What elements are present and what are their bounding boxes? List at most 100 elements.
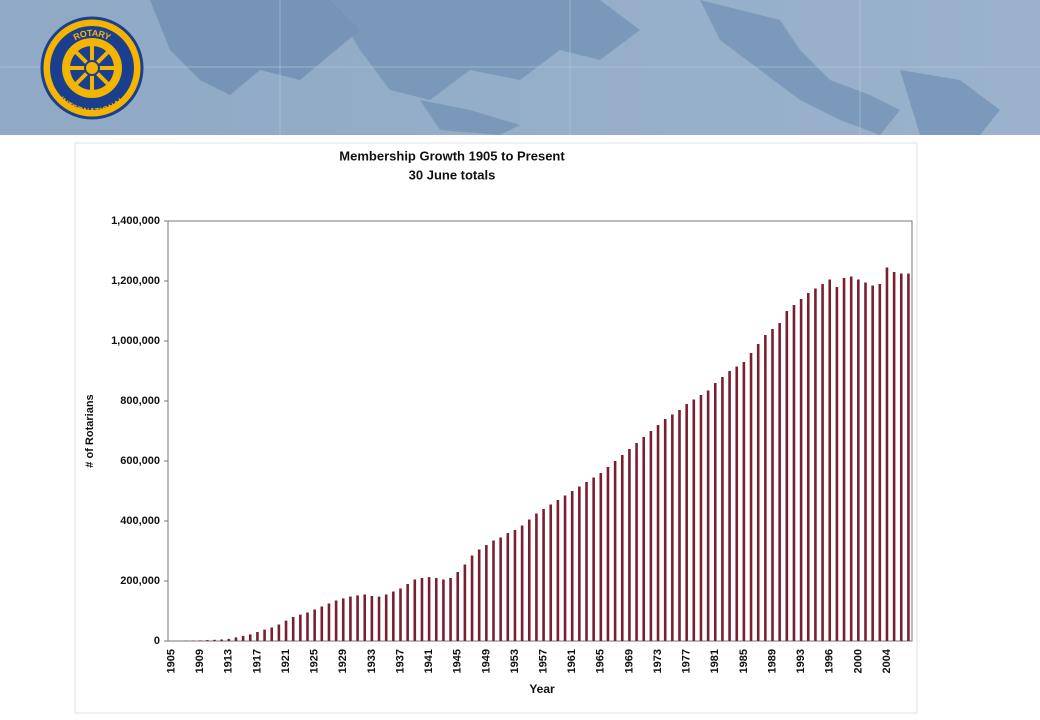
y-tick-label: 800,000 (120, 395, 160, 407)
bar (542, 509, 545, 641)
bar (728, 371, 731, 641)
bar (699, 395, 703, 641)
x-tick-label: 1913 (223, 649, 235, 673)
bar (341, 598, 345, 641)
bar (485, 545, 488, 641)
bar (828, 279, 832, 641)
bar (835, 287, 839, 641)
bar (907, 273, 910, 641)
bar (570, 491, 574, 641)
bar (849, 276, 853, 641)
bar (735, 366, 739, 641)
bar (492, 540, 495, 641)
bar (857, 279, 860, 641)
y-tick-label: 0 (154, 635, 160, 647)
x-tick-label: 2000 (852, 649, 864, 673)
bar (284, 620, 288, 641)
x-tick-label: 1996 (824, 649, 836, 673)
bar (198, 640, 202, 641)
x-tick-label: 1929 (337, 649, 349, 673)
x-tick-label: 1945 (452, 649, 464, 673)
bar (628, 449, 631, 641)
bar (671, 414, 674, 641)
bar (549, 504, 553, 641)
bar (756, 344, 760, 641)
bar (642, 437, 646, 641)
bar (306, 612, 309, 641)
bar (556, 500, 560, 641)
x-tick-label: 2004 (881, 648, 893, 673)
x-tick-label: 1993 (795, 649, 807, 673)
bar (227, 638, 231, 641)
bar (313, 609, 316, 641)
bar (885, 267, 889, 641)
bar (277, 624, 281, 641)
plot-area (167, 220, 913, 642)
bar (578, 486, 581, 641)
bar (535, 513, 538, 641)
x-tick-label: 1981 (709, 649, 721, 673)
chart-title: Membership Growth 1905 to Present (339, 148, 565, 163)
bar (477, 549, 481, 641)
bar (320, 606, 324, 641)
x-tick-label: 1921 (280, 649, 292, 673)
bar (635, 443, 638, 641)
y-tick-label: 600,000 (120, 455, 160, 467)
y-tick-label: 200,000 (120, 575, 160, 587)
bar (470, 555, 474, 641)
x-tick-label: 1953 (509, 649, 521, 673)
bar (606, 467, 610, 641)
x-tick-label: 1969 (623, 649, 635, 673)
bar (799, 299, 803, 641)
bar (456, 572, 460, 641)
bar (349, 596, 352, 641)
bar (463, 564, 467, 641)
bar (270, 627, 274, 641)
x-tick-label: 1985 (738, 649, 750, 673)
x-tick-label: 1933 (366, 649, 378, 673)
bar (678, 410, 681, 641)
bar (299, 614, 302, 641)
logo-top-text: ROTARY (72, 28, 112, 43)
bar (613, 461, 617, 641)
bar (821, 284, 824, 641)
x-tick-label: 1917 (251, 649, 263, 673)
bar (256, 632, 259, 641)
bar (334, 600, 338, 641)
bar (213, 639, 216, 641)
bar (771, 329, 774, 641)
bar (663, 419, 667, 641)
bar (442, 579, 445, 641)
x-tick-label: 1957 (537, 649, 549, 673)
bar (392, 591, 395, 641)
bar (563, 495, 567, 641)
bar (842, 278, 846, 641)
bar (220, 639, 223, 641)
logo: ROTARY INTERNATIONAL (40, 16, 144, 120)
x-tick-label: 1977 (681, 649, 693, 673)
bar (370, 596, 374, 641)
bar (399, 588, 402, 641)
bar (356, 595, 359, 641)
bar (620, 455, 624, 641)
bar (764, 335, 767, 641)
bar (778, 323, 781, 641)
bar (449, 578, 452, 641)
bar (706, 390, 710, 641)
bar (413, 579, 417, 641)
logo-top-text-path: ROTARY (72, 28, 112, 43)
bar (685, 404, 688, 641)
chart-subtitle: 30 June totals (409, 167, 496, 182)
x-tick-label: 1965 (595, 649, 607, 673)
y-tick-label: 1,400,000 (111, 215, 160, 227)
x-tick-label: 1909 (194, 649, 206, 673)
banner (0, 0, 1040, 135)
bar (649, 431, 653, 641)
bar (434, 578, 438, 641)
bar (384, 594, 388, 641)
bar (892, 272, 896, 641)
bar (234, 637, 238, 641)
x-axis-label: Year (529, 682, 555, 696)
bar (749, 353, 753, 641)
